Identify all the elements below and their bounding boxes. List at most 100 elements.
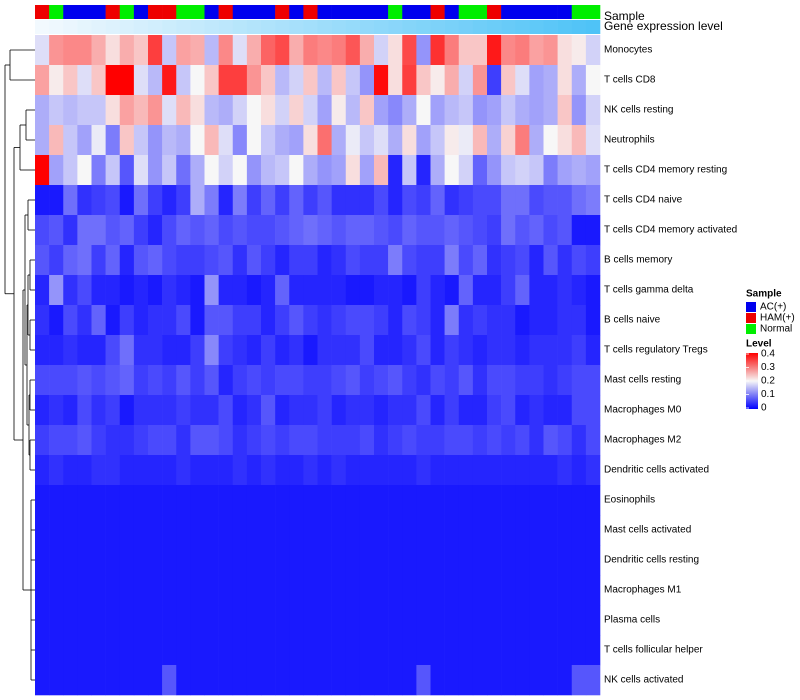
expression-annotation-cell bbox=[444, 20, 460, 34]
heatmap-cell bbox=[232, 455, 248, 486]
legend-sample-title: Sample bbox=[746, 289, 782, 300]
heatmap-cell bbox=[289, 665, 304, 696]
heatmap-cell bbox=[77, 395, 92, 426]
heatmap-cell bbox=[119, 35, 135, 66]
heatmap-cell bbox=[246, 665, 262, 696]
heatmap-cell bbox=[303, 275, 318, 306]
heatmap-cell bbox=[487, 305, 502, 336]
heatmap-cell bbox=[557, 485, 573, 516]
heatmap-cell bbox=[317, 65, 332, 96]
sample-annotation-cell bbox=[416, 5, 431, 19]
heatmap-cell bbox=[77, 245, 92, 276]
heatmap-cell bbox=[416, 545, 431, 576]
heatmap-cell bbox=[501, 215, 516, 246]
sample-annotation-cell bbox=[303, 5, 318, 19]
heatmap-cell bbox=[49, 35, 64, 66]
heatmap-cell bbox=[275, 575, 290, 606]
heatmap-cell bbox=[49, 575, 64, 606]
heatmap-cell bbox=[63, 245, 78, 276]
heatmap-cell bbox=[416, 245, 431, 276]
heatmap-cell bbox=[571, 35, 587, 66]
heatmap-cell bbox=[148, 365, 163, 396]
heatmap-cell bbox=[176, 245, 191, 276]
heatmap-cell bbox=[77, 605, 92, 636]
heatmap-cell bbox=[105, 155, 121, 186]
heatmap-cell bbox=[374, 215, 389, 246]
heatmap-cell bbox=[190, 275, 205, 306]
heatmap-cell bbox=[430, 635, 445, 666]
heatmap-cell bbox=[49, 215, 64, 246]
heatmap-cell bbox=[331, 185, 347, 216]
heatmap-cells bbox=[35, 35, 601, 696]
heatmap-cell bbox=[105, 185, 121, 216]
heatmap-cell bbox=[246, 335, 262, 366]
heatmap-cell bbox=[162, 155, 177, 186]
heatmap-cell bbox=[91, 665, 106, 696]
heatmap-cell bbox=[331, 245, 347, 276]
heatmap-cell bbox=[388, 575, 403, 606]
heatmap-cell bbox=[472, 335, 488, 366]
heatmap-cell bbox=[303, 65, 318, 96]
sample-annotation-cell bbox=[119, 5, 135, 19]
heatmap-cell bbox=[529, 185, 544, 216]
heatmap-cell bbox=[402, 335, 417, 366]
heatmap-cell bbox=[246, 245, 262, 276]
heatmap-cell bbox=[331, 155, 347, 186]
legend-level-colorbar bbox=[746, 353, 758, 409]
heatmap-cell bbox=[261, 635, 276, 666]
expression-annotation-cell bbox=[91, 20, 106, 34]
row-label: T cells gamma delta bbox=[604, 285, 694, 296]
heatmap-cell bbox=[232, 95, 248, 126]
row-label: Macrophages M1 bbox=[604, 585, 682, 596]
expression-annotation-cell bbox=[275, 20, 290, 34]
heatmap-cell bbox=[515, 365, 530, 396]
heatmap-cell bbox=[543, 215, 558, 246]
heatmap-cell bbox=[515, 455, 530, 486]
heatmap-cell bbox=[529, 155, 544, 186]
heatmap-cell bbox=[557, 95, 573, 126]
heatmap-cell bbox=[487, 665, 502, 696]
heatmap-cell bbox=[91, 275, 106, 306]
heatmap-cell bbox=[345, 155, 361, 186]
heatmap-cell bbox=[91, 455, 106, 486]
heatmap-cell bbox=[91, 545, 106, 576]
heatmap-cell bbox=[317, 35, 332, 66]
heatmap-cell bbox=[374, 515, 389, 546]
heatmap-cell bbox=[204, 485, 219, 516]
heatmap-cell bbox=[585, 155, 601, 186]
heatmap-cell bbox=[190, 95, 205, 126]
heatmap-cell bbox=[162, 65, 177, 96]
heatmap-cell bbox=[218, 95, 234, 126]
heatmap-cell bbox=[402, 65, 417, 96]
heatmap-cell bbox=[303, 125, 318, 156]
heatmap-cell bbox=[190, 485, 205, 516]
heatmap-cell bbox=[557, 515, 573, 546]
heatmap-cell bbox=[246, 365, 262, 396]
heatmap-cell bbox=[444, 335, 460, 366]
heatmap-cell bbox=[501, 605, 516, 636]
heatmap-cell bbox=[204, 635, 219, 666]
expression-annotation-cell bbox=[246, 20, 262, 34]
heatmap-cell bbox=[35, 305, 50, 336]
heatmap-cell bbox=[543, 455, 558, 486]
heatmap-cell bbox=[317, 245, 332, 276]
heatmap-cell bbox=[345, 485, 361, 516]
heatmap-cell bbox=[557, 335, 573, 366]
heatmap-cell bbox=[571, 155, 587, 186]
heatmap-cell bbox=[317, 455, 332, 486]
heatmap-cell bbox=[543, 485, 558, 516]
heatmap-cell bbox=[359, 35, 375, 66]
heatmap-cell bbox=[557, 215, 573, 246]
legend-swatch bbox=[746, 324, 756, 334]
heatmap-cell bbox=[303, 35, 318, 66]
heatmap-cell bbox=[162, 575, 177, 606]
heatmap-cell bbox=[458, 665, 474, 696]
heatmap-cell bbox=[162, 215, 177, 246]
heatmap-cell bbox=[501, 395, 516, 426]
heatmap-cell bbox=[543, 335, 558, 366]
heatmap-cell bbox=[374, 125, 389, 156]
heatmap-cell bbox=[261, 305, 276, 336]
heatmap-cell bbox=[585, 455, 601, 486]
heatmap-cell bbox=[557, 545, 573, 576]
heatmap-cell bbox=[472, 155, 488, 186]
